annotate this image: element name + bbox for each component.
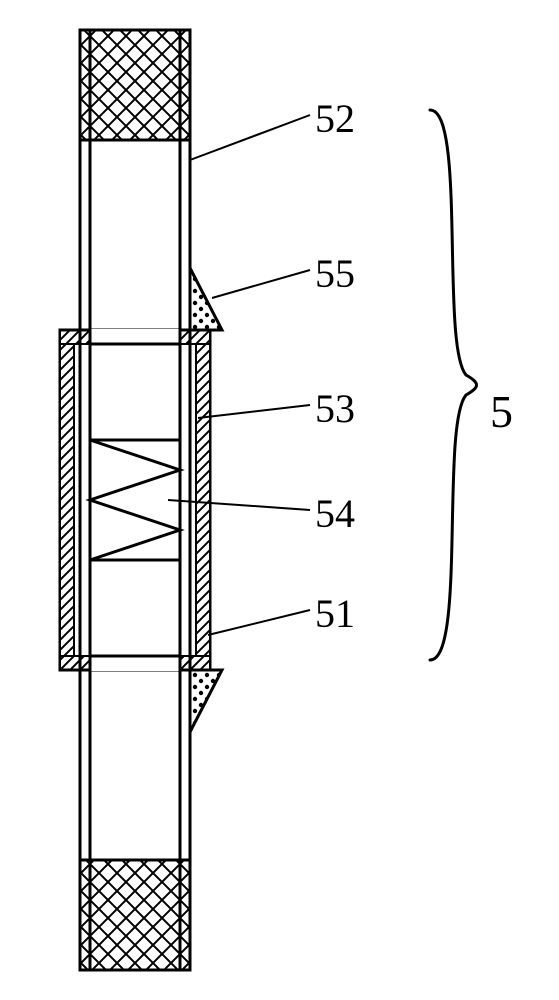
label-5: 5 <box>490 385 513 438</box>
label-51: 51 <box>315 590 355 637</box>
label-52: 52 <box>315 95 355 142</box>
label-53: 53 <box>315 385 355 432</box>
label-54: 54 <box>315 490 355 537</box>
label-55: 55 <box>315 250 355 297</box>
diagram-svg <box>0 0 559 1000</box>
diagram-stage: { "canvas": { "w": 559, "h": 1000 }, "st… <box>0 0 559 1000</box>
